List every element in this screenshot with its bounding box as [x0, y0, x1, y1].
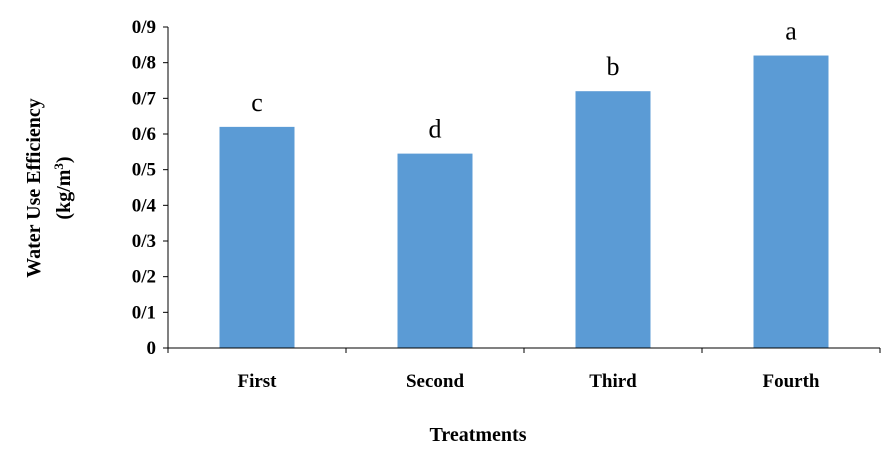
y-tick-label: 0/1 [132, 302, 156, 323]
bar-label-third: b [607, 52, 620, 81]
x-category-label: Second [406, 371, 465, 392]
bar-first [219, 126, 295, 348]
y-tick-label: 0/9 [132, 17, 156, 38]
y-axis-ticks: 0 0/1 0/2 0/3 0/4 0/5 0/6 0/7 0/8 0/9 [132, 17, 168, 359]
y-tick-label: 0/7 [132, 88, 157, 109]
bar-label-fourth: a [785, 17, 797, 46]
y-tick-label: 0/2 [132, 267, 156, 288]
x-category-label: Third [589, 371, 637, 392]
y-tick-label: 0/6 [132, 124, 156, 145]
y-tick-label: 0 [147, 338, 157, 359]
x-category-label: First [237, 371, 277, 392]
y-tick-label: 0/5 [132, 160, 156, 181]
bar-third [575, 91, 651, 348]
x-axis-categories: First Second Third Fourth [167, 348, 881, 392]
y-axis-title-line2: (kg/m3) [51, 156, 75, 219]
bar-labels: c d b a [251, 17, 797, 144]
bar-label-first: c [251, 88, 263, 117]
x-category-label: Fourth [763, 371, 820, 392]
y-tick-label: 0/4 [132, 195, 157, 216]
x-axis-title: Treatments [429, 424, 526, 446]
y-tick-label: 0/8 [132, 53, 156, 74]
bars [219, 55, 829, 349]
y-axis-title: Water Use Efficiency (kg/m3) [23, 98, 75, 278]
bar-label-second: d [429, 115, 442, 144]
y-tick-label: 0/3 [132, 231, 156, 252]
bar-fourth [753, 55, 829, 349]
y-axis-title-line1: Water Use Efficiency [23, 98, 45, 278]
bar-second [397, 153, 473, 348]
